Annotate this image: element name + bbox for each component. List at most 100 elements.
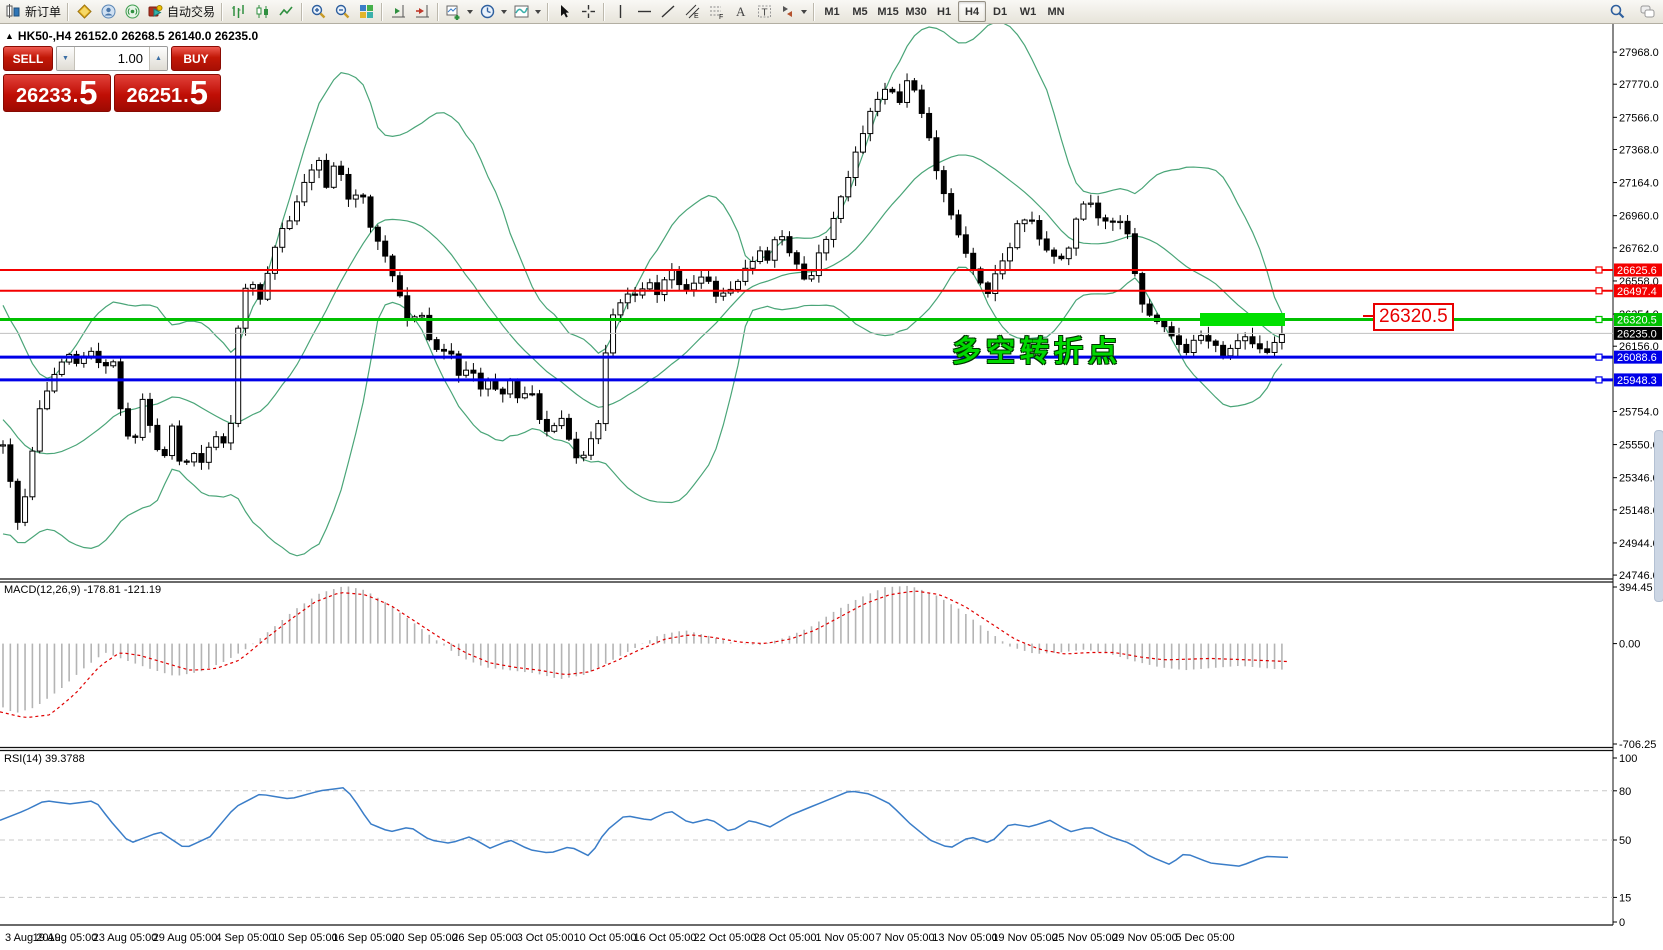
svg-text:26762.0: 26762.0 <box>1619 243 1659 255</box>
profile-icon <box>101 4 116 19</box>
horizontal-level-lines[interactable] <box>0 266 1613 384</box>
svg-text:27164.0: 27164.0 <box>1619 178 1659 190</box>
bar-chart-button[interactable] <box>226 1 250 22</box>
horizontal-line-button[interactable] <box>632 1 656 22</box>
new-order-icon <box>6 4 20 18</box>
svg-text:25948.3: 25948.3 <box>1617 375 1657 387</box>
tile-windows-icon <box>359 5 373 18</box>
svg-text:26497.4: 26497.4 <box>1617 286 1657 298</box>
toolbar-separator <box>67 2 70 21</box>
toolbar-separator <box>603 2 606 21</box>
zoom-in-button[interactable] <box>306 1 330 22</box>
dropdown-caret-icon <box>801 9 808 14</box>
sell-button[interactable]: SELL <box>3 46 53 71</box>
auto-scroll-icon <box>415 5 429 18</box>
chat-button[interactable] <box>1635 1 1659 22</box>
volume-input[interactable]: 1.00 <box>75 47 149 70</box>
candlestick-chart-button[interactable] <box>250 1 274 22</box>
main-toolbar: 新订单 自动交易 E F A T M1 M5 M15 M30 H1 H4 D1 W1 MN <box>0 0 1663 24</box>
svg-text:E: E <box>694 13 699 20</box>
timeframe-button-m1[interactable]: M1 <box>824 5 840 18</box>
timeframe-button-d1[interactable]: D1 <box>993 5 1008 18</box>
crosshair-button[interactable] <box>576 1 600 22</box>
chart-window[interactable]: 27968.0 27770.0 27566.0 27368.0 27164.0 26960… <box>0 24 1663 950</box>
toolbar-separator <box>381 2 384 21</box>
svg-text:16 Oct 05:00: 16 Oct 05:00 <box>634 932 697 944</box>
trendline-button[interactable] <box>656 1 680 22</box>
text-button[interactable]: A <box>728 1 752 22</box>
toolbar-separator <box>437 2 440 21</box>
price-chart[interactable]: 27968.0 27770.0 27566.0 27368.0 27164.0 26960… <box>0 24 1663 950</box>
tile-windows-button[interactable] <box>354 1 378 22</box>
dropdown-caret-icon <box>501 9 508 14</box>
buy-price-panel[interactable]: 26251. 5 <box>113 74 221 112</box>
vline-icon <box>619 5 621 18</box>
timeframe-button-w1[interactable]: W1 <box>1019 5 1037 18</box>
price-callout-label[interactable]: 26320.5 <box>1363 303 1454 331</box>
svg-text:27770.0: 27770.0 <box>1619 79 1659 91</box>
vertical-line-button[interactable] <box>608 1 632 22</box>
new-chart-icon <box>446 5 460 20</box>
channel-icon: E <box>685 4 699 20</box>
volume-up-button[interactable]: ▲ <box>149 47 167 70</box>
svg-text:26960.0: 26960.0 <box>1619 211 1659 223</box>
marketwatch-button[interactable] <box>72 1 96 22</box>
timeframe-button-h1[interactable]: H1 <box>937 5 952 18</box>
tline-icon <box>661 5 675 18</box>
sell-price-panel[interactable]: 26233. 5 <box>3 74 111 112</box>
svg-text:A: A <box>736 4 746 19</box>
periods-button[interactable] <box>476 1 510 22</box>
timeframe-button-m30[interactable]: M30 <box>905 5 927 18</box>
line-chart-button[interactable] <box>274 1 298 22</box>
svg-text:26 Sep 05:00: 26 Sep 05:00 <box>452 932 517 944</box>
svg-text:29 Nov 05:00: 29 Nov 05:00 <box>1112 932 1177 944</box>
bollinger-bands <box>2 24 1283 557</box>
text-label-button[interactable]: T <box>752 1 776 22</box>
arrows-button[interactable] <box>776 1 810 22</box>
svg-text:7 Nov 05:00: 7 Nov 05:00 <box>875 932 934 944</box>
profile-button[interactable] <box>96 1 120 22</box>
cursor-button[interactable] <box>552 1 576 22</box>
toolbar-separator <box>221 2 224 21</box>
zoom-out-button[interactable] <box>330 1 354 22</box>
toolbar-separator <box>547 2 550 21</box>
svg-text:27968.0: 27968.0 <box>1619 47 1659 59</box>
new-order-button[interactable]: 新订单 <box>2 1 64 22</box>
hline-icon <box>637 10 651 13</box>
broadcast-button[interactable] <box>120 1 144 22</box>
bars-chart-icon <box>231 5 244 18</box>
timeframe-button-mn[interactable]: MN <box>1047 5 1065 18</box>
timeframe-button-h4[interactable]: H4 <box>958 1 987 22</box>
chart-annotation-text: 多空转折点 <box>952 336 1123 368</box>
vertical-scrollbar-thumb[interactable] <box>1654 430 1663 602</box>
svg-text:3 Oct 05:00: 3 Oct 05:00 <box>517 932 574 944</box>
autotrade-icon <box>148 5 163 17</box>
svg-text:24746.0: 24746.0 <box>1619 570 1659 582</box>
timeframe-button-m5[interactable]: M5 <box>852 5 868 18</box>
buy-button[interactable]: BUY <box>171 46 221 71</box>
svg-text:T: T <box>761 8 767 19</box>
highlight-zone[interactable] <box>1200 313 1285 327</box>
timeframe-button-m15[interactable]: M15 <box>877 5 899 18</box>
volume-stepper: ▼ 1.00 ▲ <box>56 46 168 71</box>
chart-symbol-title: ▲ HK50-,H4 26152.0 26268.5 26140.0 26235… <box>5 29 258 43</box>
templates-button[interactable] <box>510 1 544 22</box>
auto-scroll-button[interactable] <box>410 1 434 22</box>
channel-button[interactable]: E <box>680 1 704 22</box>
svg-text:25148.0: 25148.0 <box>1619 505 1659 517</box>
shift-end-button[interactable] <box>386 1 410 22</box>
fibonacci-button[interactable]: F <box>704 1 728 22</box>
auto-trading-button[interactable]: 自动交易 <box>144 1 218 22</box>
volume-down-button[interactable]: ▼ <box>57 47 75 70</box>
new-chart-button[interactable] <box>442 1 476 22</box>
svg-text:25346.0: 25346.0 <box>1619 473 1659 485</box>
templates-icon <box>514 5 529 18</box>
buy-price-dot: . <box>183 85 189 107</box>
svg-text:27566.0: 27566.0 <box>1619 112 1659 124</box>
price-axis: 27968.0 27770.0 27566.0 27368.0 27164.0 26960… <box>1613 47 1662 929</box>
buy-price-frac: 5 <box>189 74 209 111</box>
search-button[interactable] <box>1605 1 1629 22</box>
gold-gem-icon <box>76 4 92 19</box>
